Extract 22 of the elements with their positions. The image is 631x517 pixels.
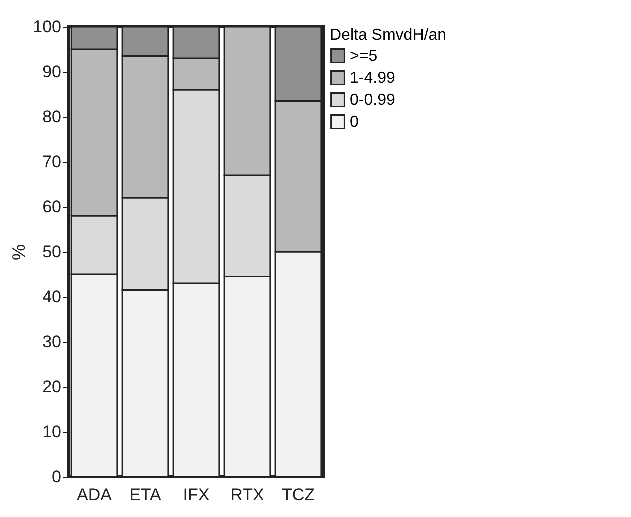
y-tick-label: 0 <box>52 468 62 486</box>
y-tick-label: 50 <box>42 242 62 262</box>
y-tick-label: 40 <box>42 288 62 306</box>
legend-label: 0-0.99 <box>350 92 396 109</box>
y-tick-label: 100 <box>33 18 62 36</box>
y-tick-label: 30 <box>42 332 62 352</box>
legend-label: >=5 <box>350 48 378 65</box>
y-tick-label: 90 <box>42 62 62 82</box>
x-tick-label: TCZ <box>282 486 316 504</box>
x-tick-label: IFX <box>183 486 210 504</box>
legend-label: 0 <box>350 114 359 131</box>
y-tick-label: 10 <box>42 422 62 442</box>
y-tick-label: 20 <box>42 378 62 396</box>
y-tick-label: 80 <box>42 108 62 126</box>
legend-title: Delta SmvdH/an <box>330 27 446 44</box>
y-tick-label: 70 <box>42 152 62 172</box>
y-tick-label: 60 <box>42 198 62 216</box>
legend-label: 1-4.99 <box>350 70 396 87</box>
x-tick-label: ADA <box>77 486 113 504</box>
x-tick-label: RTX <box>230 486 264 504</box>
y-axis-title: % <box>9 244 30 261</box>
x-tick-label: ETA <box>130 486 162 504</box>
